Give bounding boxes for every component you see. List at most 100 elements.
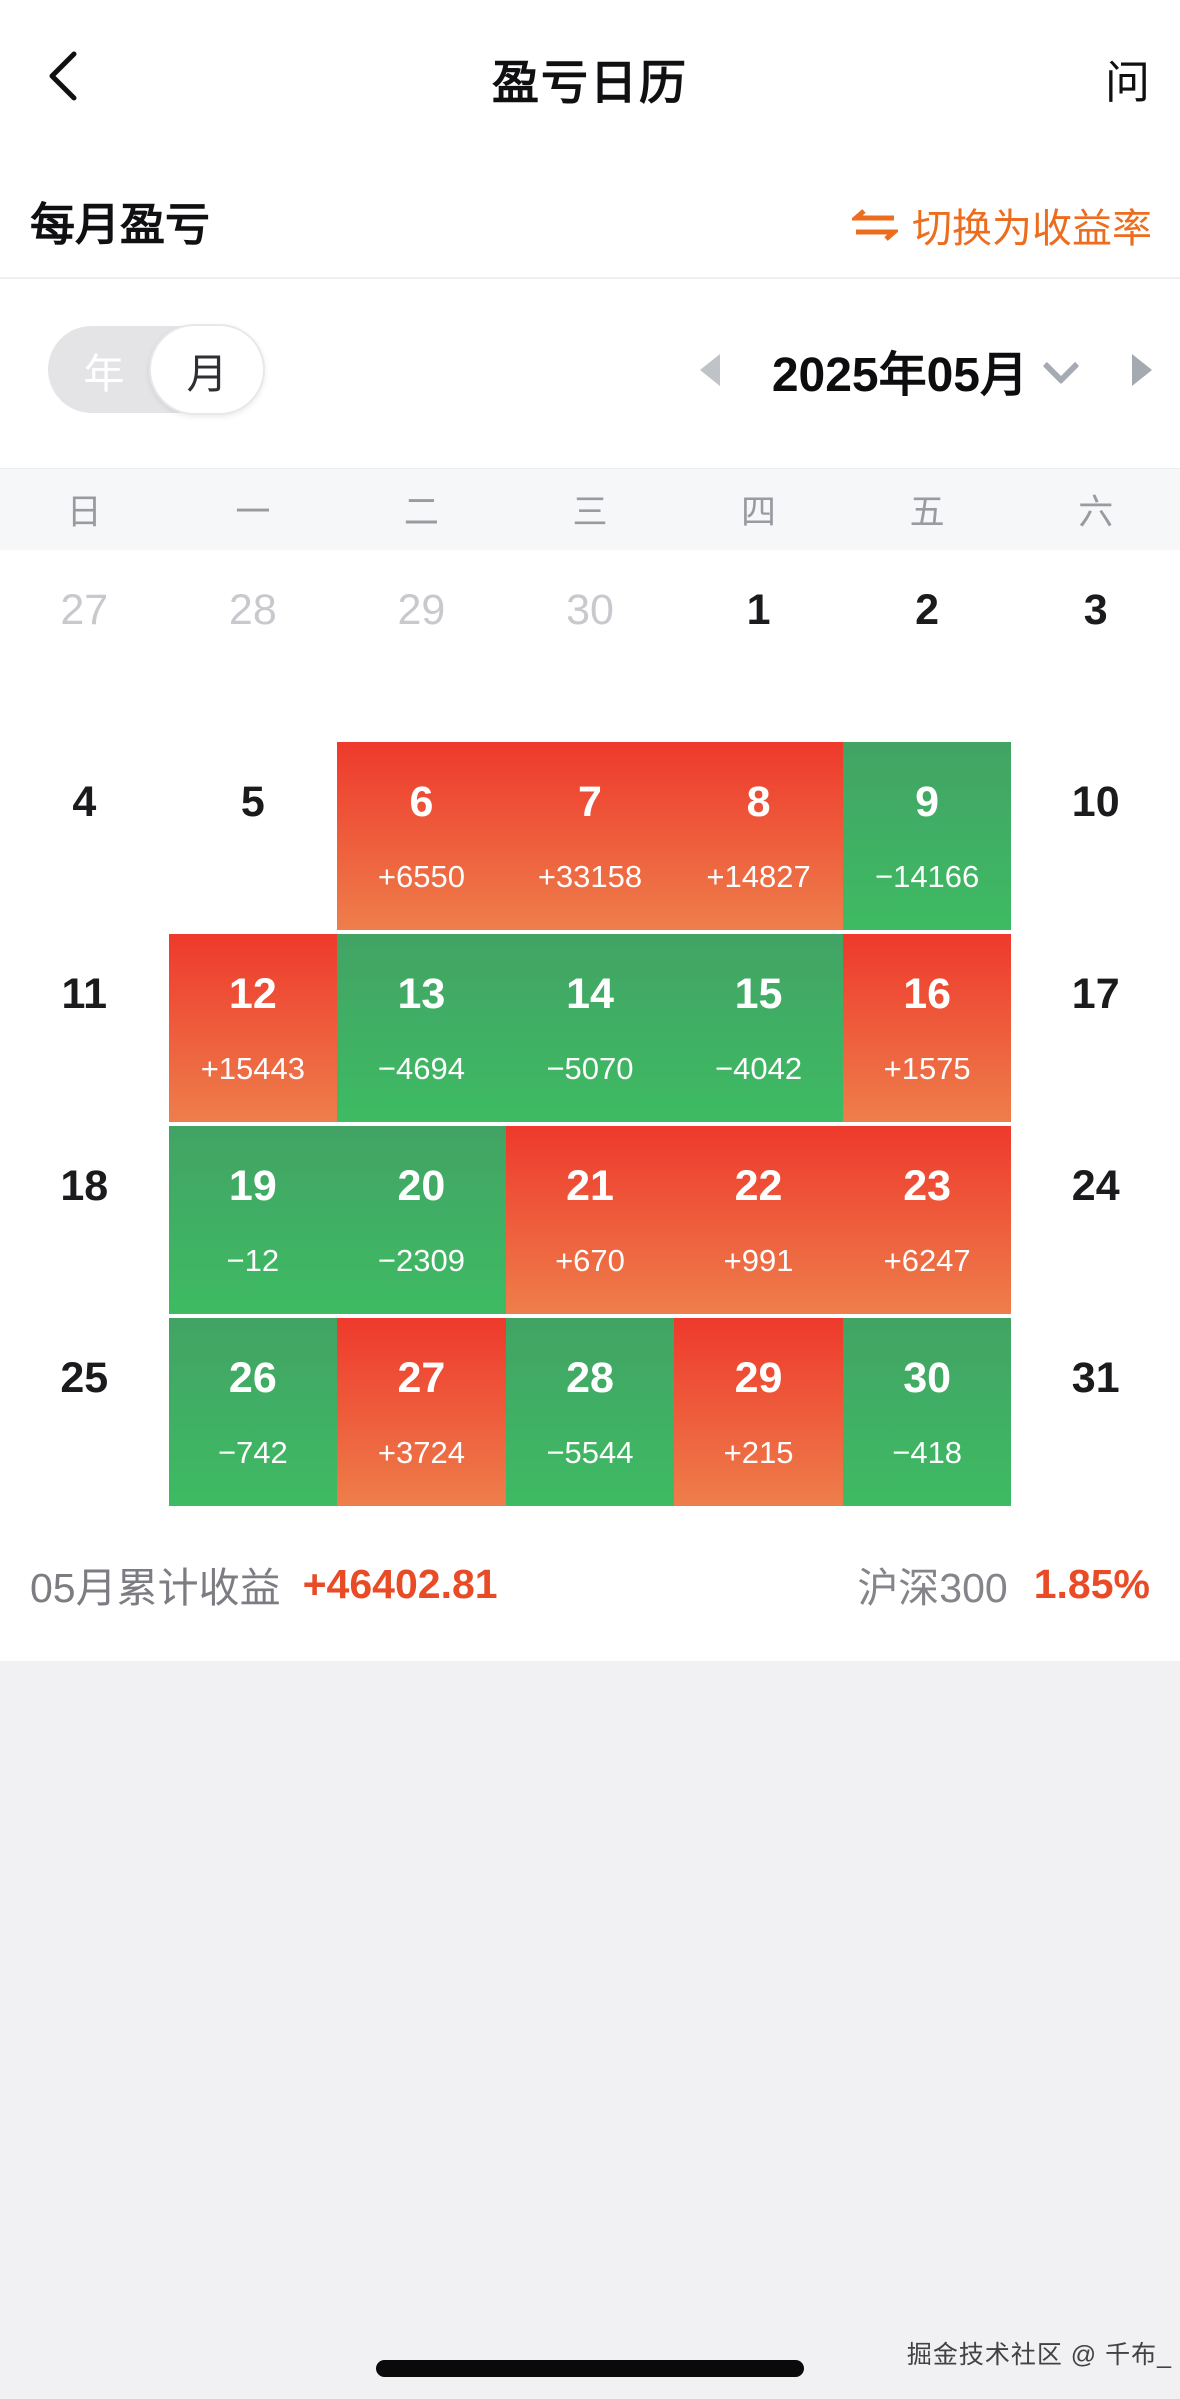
toggle-option-month[interactable]: 月 [149,324,265,415]
day-cell[interactable]: 27 +3724 [337,1318,506,1506]
day-pnl-value: −4694 [377,1051,465,1086]
index-value: 1.85% [1033,1560,1150,1607]
day-pnl-value: +3724 [377,1435,465,1470]
home-indicator-bar[interactable] [376,2360,804,2377]
calendar-week-row: 18 19 −12 20 −2309 21 +670 22 +991 23 +6247 24 [0,1126,1180,1314]
day-pnl-value: +215 [723,1435,794,1470]
weekday-label: 日 [66,493,102,532]
day-pnl-value: −418 [892,1435,963,1470]
weekday-label: 一 [235,493,271,532]
day-cell[interactable]: 28 −5544 [505,1318,675,1506]
day-number: 27 [60,586,109,634]
toggle-option-year[interactable]: 年 [83,350,125,397]
chevron-down-icon[interactable] [1042,347,1080,384]
day-number: 13 [397,970,446,1018]
day-cell[interactable]: 19 −12 [168,1126,338,1314]
day-pnl-value: −4042 [715,1051,803,1086]
day-pnl-value: +6550 [377,859,465,894]
day-cell[interactable]: 10 [1011,742,1180,930]
day-cell[interactable]: 21 +670 [505,1126,675,1314]
day-cell[interactable]: 4 [0,742,169,930]
day-number: 27 [397,1354,446,1402]
day-pnl-value: −742 [217,1435,288,1470]
day-number: 5 [240,778,265,826]
calendar-controls: 年 月 2025年05月 [0,300,1180,440]
day-number: 24 [1071,1162,1120,1210]
day-pnl-value: −2309 [377,1243,465,1278]
day-cell: 28 [169,550,338,738]
day-number: 15 [734,970,783,1018]
ask-button[interactable]: 问 [1104,57,1150,108]
day-cell[interactable]: 6 +6550 [337,742,506,930]
day-cell[interactable]: 14 −5070 [505,934,675,1122]
weekday-label: 二 [403,493,439,532]
day-cell[interactable]: 8 +14827 [674,742,843,930]
day-cell[interactable]: 18 [0,1126,169,1314]
weekday-label: 三 [572,493,608,532]
current-period[interactable]: 2025年05月 [771,348,1028,402]
day-cell[interactable]: 30 −418 [842,1318,1012,1506]
day-pnl-value: −5070 [546,1051,634,1086]
calendar-week-row: 25 26 −742 27 +3724 28 −5544 29 +215 30 −418 31 [0,1318,1180,1506]
day-cell[interactable]: 12 +15443 [168,934,338,1122]
day-cell[interactable]: 1 [674,550,843,738]
day-number: 28 [228,586,277,634]
day-number: 2 [915,586,940,634]
day-cell[interactable]: 11 [0,934,169,1122]
day-number: 8 [746,778,771,826]
monthly-pnl-label: 每月盈亏 [30,199,211,250]
summary-value: +46402.81 [302,1560,498,1607]
index-name: 沪深300 [857,1565,1008,1611]
next-month-icon[interactable] [1132,353,1152,386]
calendar-week-row: 4 5 6 +6550 7 +33158 8 +14827 9 −14166 10 [0,742,1180,930]
day-cell[interactable]: 15 −4042 [674,934,843,1122]
calendar-grid: 27 28 29 30 1 2 3 4 5 6 +6550 7 +33158 8 +14827 9 −14166… [0,550,1180,1510]
day-number: 30 [566,586,614,634]
switch-to-rate-button[interactable]: 切换为收益率 [852,196,1152,254]
day-cell[interactable]: 3 [1011,550,1180,738]
day-pnl-value: +6247 [883,1243,971,1278]
day-cell[interactable]: 24 [1011,1126,1180,1314]
day-cell: 27 [0,550,169,738]
day-cell[interactable]: 2 [843,550,1012,738]
day-cell[interactable]: 9 −14166 [842,742,1012,930]
day-number: 16 [903,970,952,1018]
weekday-label: 六 [1078,493,1114,532]
day-number: 19 [228,1162,277,1210]
day-pnl-value: −5544 [546,1435,634,1470]
day-number: 31 [1071,1354,1120,1402]
day-number: 28 [566,1354,614,1402]
prev-month-icon[interactable] [699,353,720,386]
navbar: 盈亏日历 问 [0,0,1180,140]
day-number: 29 [734,1354,783,1402]
day-number: 11 [61,970,108,1018]
day-cell[interactable]: 29 +215 [674,1318,843,1506]
month-navigator: 2025年05月 [699,326,1152,413]
day-cell[interactable]: 7 +33158 [505,742,675,930]
day-cell[interactable]: 5 [169,742,338,930]
day-number: 20 [397,1162,446,1210]
day-number: 29 [397,586,446,634]
day-number: 17 [1071,970,1120,1018]
day-cell[interactable]: 25 [0,1318,169,1506]
back-button[interactable] [36,46,96,106]
day-cell[interactable]: 22 +991 [674,1126,843,1314]
day-pnl-value: +15443 [200,1051,305,1086]
day-number: 4 [72,778,97,826]
day-cell[interactable]: 16 +1575 [842,934,1012,1122]
weekday-header-row: 日一二三四五六 [0,468,1180,550]
day-pnl-value: −12 [226,1243,280,1278]
day-number: 12 [228,970,277,1018]
year-month-toggle[interactable]: 年 月 [48,324,265,415]
day-cell[interactable]: 17 [1011,934,1180,1122]
day-number: 21 [566,1162,614,1210]
day-cell[interactable]: 20 −2309 [337,1126,506,1314]
watermark-text: 掘金技术社区 @ 千布_ [906,2341,1172,2369]
index-summary: 沪深300 1.85% [857,1554,1150,1614]
day-cell[interactable]: 26 −742 [168,1318,338,1506]
day-cell: 30 [506,550,675,738]
day-pnl-value: +1575 [883,1051,971,1086]
day-cell[interactable]: 23 +6247 [842,1126,1012,1314]
day-cell[interactable]: 31 [1011,1318,1180,1506]
day-cell[interactable]: 13 −4694 [337,934,506,1122]
